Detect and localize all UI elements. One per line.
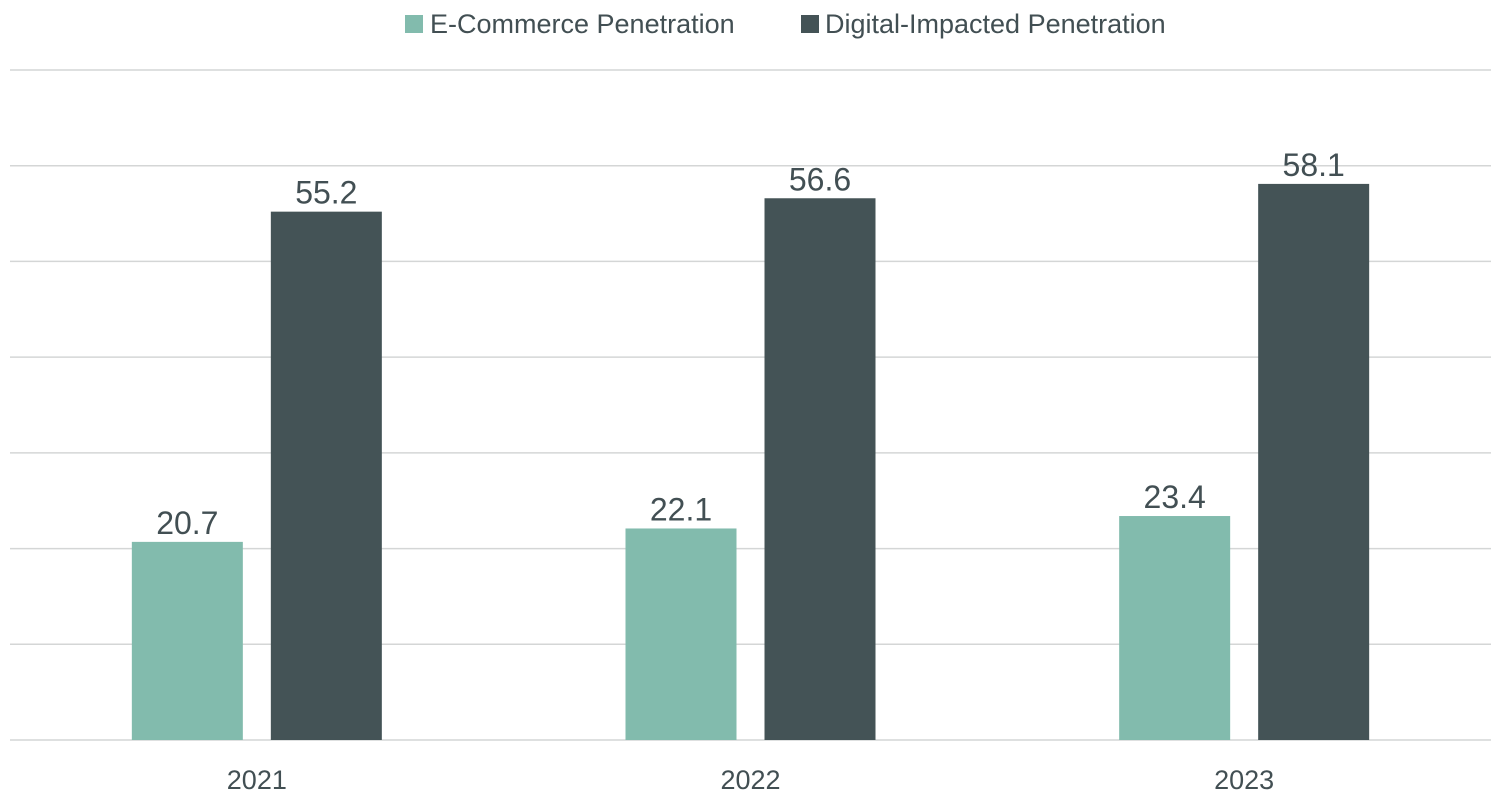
legend-label-digital-impacted: Digital-Impacted Penetration <box>825 9 1166 39</box>
bar-ecommerce-2021 <box>131 541 243 740</box>
x-axis: 2021 2022 2023 <box>227 765 1274 795</box>
legend-item-digital-impacted: Digital-Impacted Penetration <box>801 9 1166 39</box>
bar-ecommerce-2023 <box>1119 516 1231 740</box>
data-label-ecommerce-2023: 23.4 <box>1144 479 1206 515</box>
bar-ecommerce-2022 <box>625 528 737 740</box>
x-tick-label-2021: 2021 <box>227 765 287 795</box>
data-label-digital-impacted-2023: 58.1 <box>1283 147 1345 183</box>
data-label-digital-impacted-2021: 55.2 <box>295 175 357 211</box>
bar-digital-impacted-2021 <box>270 211 382 740</box>
x-tick-label-2023: 2023 <box>1214 765 1274 795</box>
legend-label-ecommerce: E-Commerce Penetration <box>430 9 735 39</box>
bar-digital-impacted-2023 <box>1258 183 1370 740</box>
legend-item-ecommerce: E-Commerce Penetration <box>405 9 735 39</box>
legend-swatch-digital-impacted <box>801 15 819 33</box>
bars <box>131 183 1370 740</box>
data-labels: 20.7 55.2 22.1 56.6 23.4 58.1 <box>156 147 1345 541</box>
legend: E-Commerce Penetration Digital-Impacted … <box>405 9 1166 39</box>
data-label-ecommerce-2021: 20.7 <box>156 505 218 541</box>
gridlines <box>10 69 1491 741</box>
bar-digital-impacted-2022 <box>764 198 876 740</box>
legend-swatch-ecommerce <box>405 15 423 33</box>
data-label-digital-impacted-2022: 56.6 <box>789 161 851 197</box>
data-label-ecommerce-2022: 22.1 <box>650 491 712 527</box>
x-tick-label-2022: 2022 <box>720 765 780 795</box>
